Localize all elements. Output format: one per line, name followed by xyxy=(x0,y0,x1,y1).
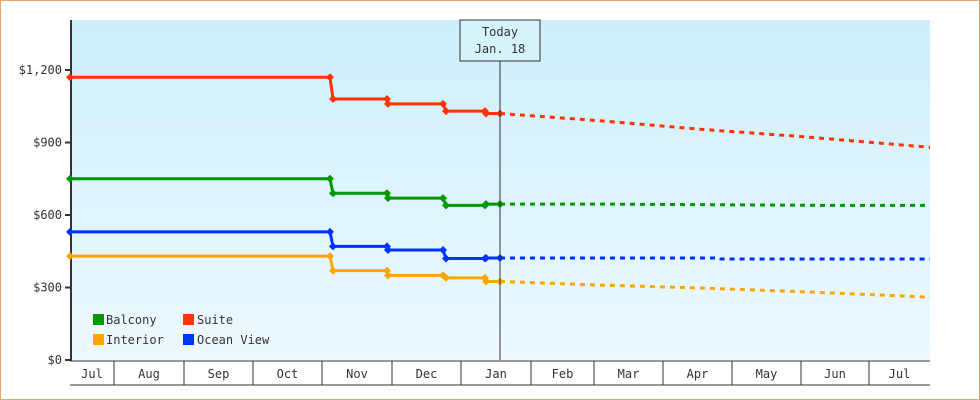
x-tick-label: Feb xyxy=(552,367,574,381)
legend-label-interior: Interior xyxy=(106,333,164,347)
legend-item-balcony[interactable]: Balcony xyxy=(93,313,157,327)
y-tick-label: $600 xyxy=(33,208,62,222)
y-tick-label: $0 xyxy=(48,353,62,367)
legend-item-ocean-view[interactable]: Ocean View xyxy=(183,333,270,347)
x-tick-label: Sep xyxy=(208,367,230,381)
legend-label-suite: Suite xyxy=(197,313,233,327)
data-point-marker[interactable] xyxy=(384,194,392,203)
x-axis: Jul Aug Sep Oct Nov Dec Jan Feb Mar Apr May Jun Jul xyxy=(70,360,930,386)
data-point-marker[interactable] xyxy=(326,227,334,236)
y-tick-label: $300 xyxy=(33,281,62,295)
x-tick-label: Jan xyxy=(485,367,507,381)
data-point-marker[interactable] xyxy=(442,254,450,263)
data-point-marker[interactable] xyxy=(384,99,392,108)
x-tick-label: Oct xyxy=(277,367,299,381)
series-suite xyxy=(66,73,931,149)
data-point-marker[interactable] xyxy=(482,254,490,263)
data-point-marker[interactable] xyxy=(439,99,447,108)
x-tick-label: Jul xyxy=(889,367,911,381)
data-point-marker[interactable] xyxy=(442,273,450,282)
legend-label-ocean-view: Ocean View xyxy=(197,333,270,347)
data-point-marker[interactable] xyxy=(326,174,334,183)
data-point-marker[interactable] xyxy=(384,271,392,280)
x-tick-label: Dec xyxy=(416,367,438,381)
today-date: Jan. 18 xyxy=(475,42,526,56)
x-tick-label: Aug xyxy=(138,367,160,381)
legend: Balcony Suite Interior Ocean View xyxy=(93,313,270,347)
data-point-marker[interactable] xyxy=(384,246,392,255)
data-point-marker[interactable] xyxy=(329,95,337,103)
data-point-marker[interactable] xyxy=(329,242,337,251)
data-point-marker[interactable] xyxy=(442,201,450,210)
legend-swatch-ocean-view xyxy=(183,334,194,345)
legend-swatch-interior xyxy=(93,334,104,345)
legend-item-suite[interactable]: Suite xyxy=(183,313,233,327)
data-point-marker[interactable] xyxy=(329,189,337,198)
legend-item-interior[interactable]: Interior xyxy=(93,333,164,347)
data-point-marker[interactable] xyxy=(482,200,490,209)
legend-label-balcony: Balcony xyxy=(106,313,157,327)
today-label: Today xyxy=(482,25,518,39)
data-point-marker[interactable] xyxy=(482,277,490,286)
x-tick-label: Jun xyxy=(824,367,846,381)
data-point-marker[interactable] xyxy=(442,107,450,116)
x-tick-label: May xyxy=(756,367,778,381)
data-point-marker[interactable] xyxy=(66,227,74,236)
legend-swatch-suite xyxy=(183,314,194,325)
data-point-marker[interactable] xyxy=(439,246,447,255)
today-box xyxy=(459,19,541,62)
data-point-marker[interactable] xyxy=(66,252,74,261)
y-axis: $0 $300 $600 $900 $1,200 xyxy=(19,20,72,367)
data-point-marker[interactable] xyxy=(482,109,490,118)
data-point-marker[interactable] xyxy=(326,252,334,261)
legend-swatch-balcony xyxy=(93,314,104,325)
today-marker: Today Jan. 18 xyxy=(459,19,541,360)
series-lines xyxy=(66,73,931,299)
data-point-marker[interactable] xyxy=(66,73,74,82)
data-point-marker[interactable] xyxy=(66,174,74,183)
data-point-marker[interactable] xyxy=(439,194,447,203)
x-tick-label: Apr xyxy=(687,367,709,381)
series-balcony xyxy=(66,174,930,210)
series-ocean-view xyxy=(66,227,930,263)
data-point-marker[interactable] xyxy=(329,266,337,275)
series-interior xyxy=(66,252,931,299)
y-tick-label: $900 xyxy=(33,136,62,150)
data-point-marker[interactable] xyxy=(326,73,334,82)
x-tick-label: Mar xyxy=(618,367,640,381)
y-tick-label: $1,200 xyxy=(19,63,62,77)
x-tick-label: Jul xyxy=(81,367,103,381)
x-tick-label: Nov xyxy=(346,367,368,381)
